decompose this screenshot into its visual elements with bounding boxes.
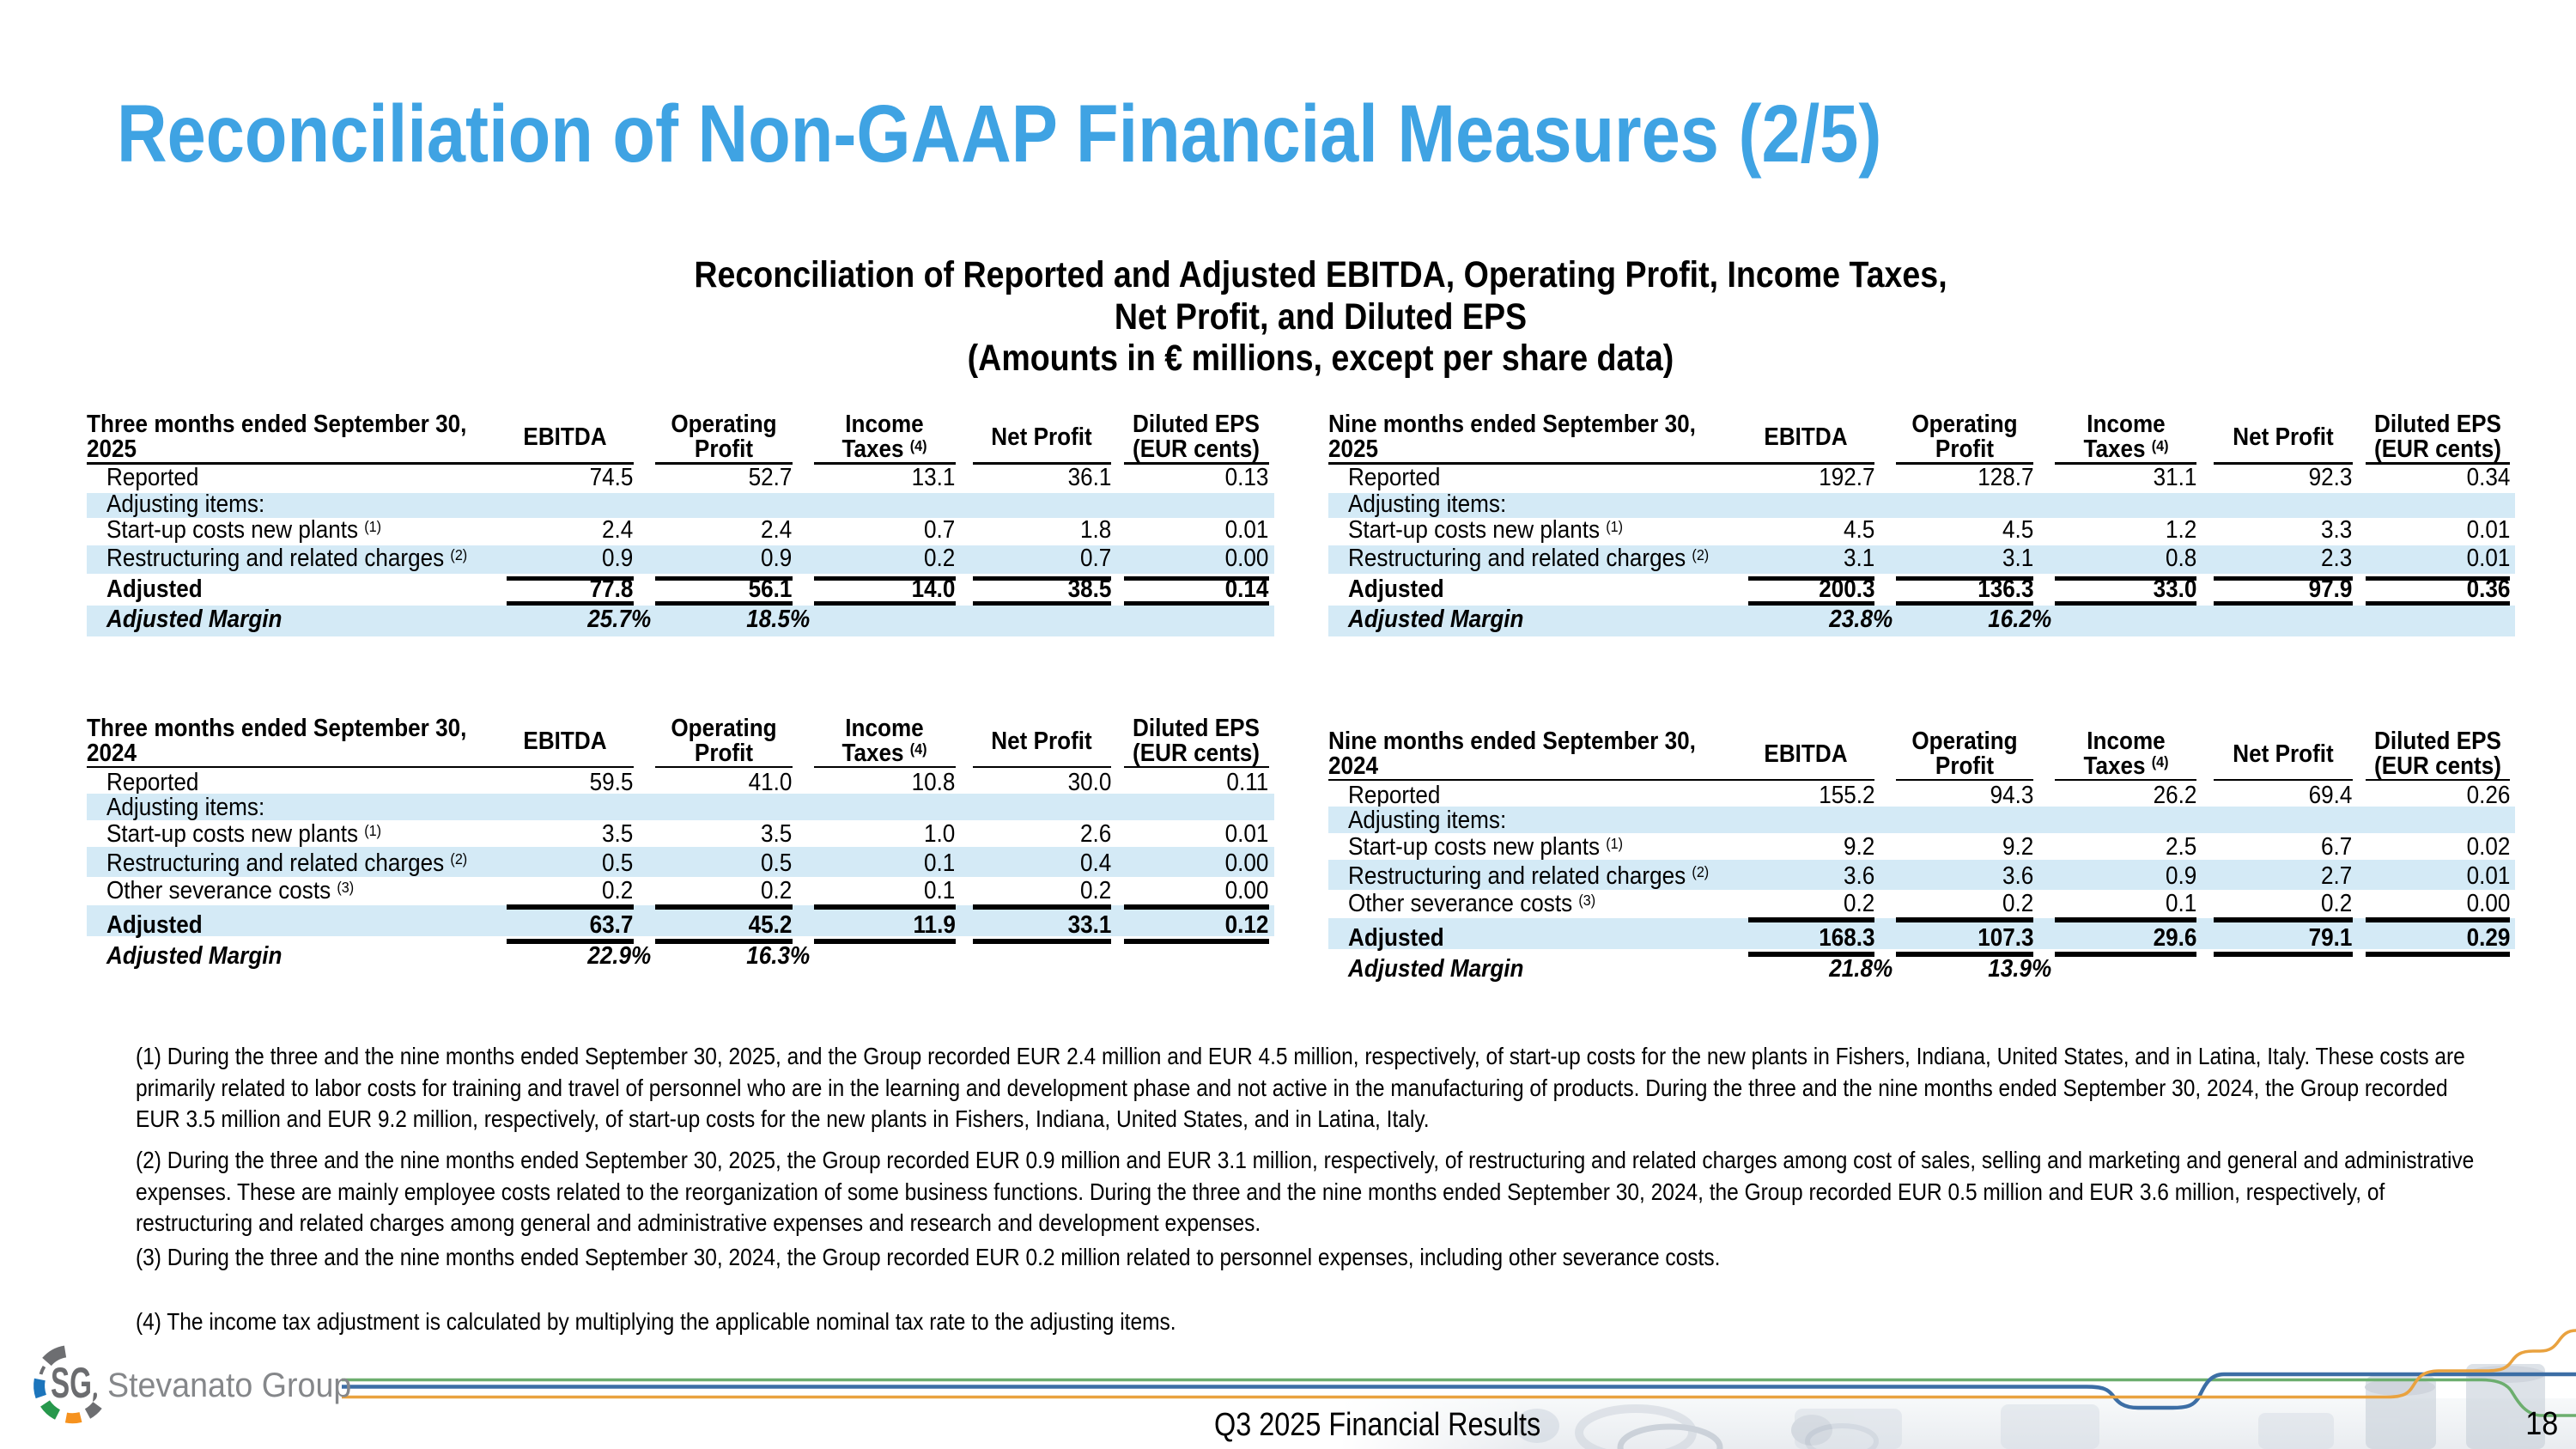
svg-text:SG: SG [51, 1359, 92, 1407]
